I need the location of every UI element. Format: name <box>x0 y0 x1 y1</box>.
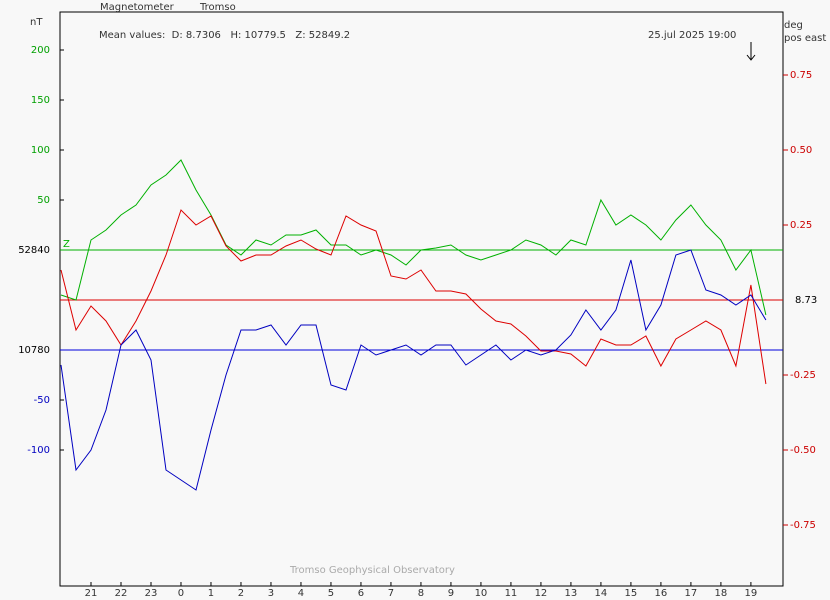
x-tick-label: 0 <box>178 588 184 599</box>
y2-tick-label: 0.25 <box>790 220 812 231</box>
series-line <box>60 249 767 491</box>
timestamp: 25.jul 2025 19:00 <box>648 30 736 41</box>
y2-tick-label: -0.75 <box>790 520 816 531</box>
y-axis-label: nT <box>30 17 43 28</box>
y2-tick-label: 0.75 <box>790 70 812 81</box>
y-tick-label: 200 <box>31 45 50 56</box>
x-tick-label: 8 <box>418 588 424 599</box>
x-tick-label: 15 <box>625 588 638 599</box>
x-tick-label: 7 <box>388 588 394 599</box>
y2-axis-label: deg <box>784 20 803 31</box>
x-tick-label: 23 <box>145 588 158 599</box>
y2-tick-label: 0.50 <box>790 145 812 156</box>
x-tick-label: 19 <box>745 588 758 599</box>
footer: Tromso Geophysical Observatory <box>289 565 455 576</box>
y-tick-label: 150 <box>31 95 50 106</box>
y-tick-label: 10780 <box>18 345 50 356</box>
x-tick-label: 17 <box>685 588 698 599</box>
x-tick-label: 4 <box>298 588 304 599</box>
x-tick-label: 2 <box>238 588 244 599</box>
x-tick-label: 18 <box>715 588 728 599</box>
y-tick-label: -100 <box>27 445 50 456</box>
time-arrow <box>746 42 756 61</box>
x-tick-label: 14 <box>595 588 608 599</box>
x-tick-label: 6 <box>358 588 364 599</box>
x-tick-label: 1 <box>208 588 214 599</box>
y2-axis-label: pos east <box>784 33 826 44</box>
y-tick-label: 100 <box>31 145 50 156</box>
x-tick-label: 3 <box>268 588 274 599</box>
y2-tick-label: -0.50 <box>790 445 816 456</box>
y-tick-label: -50 <box>34 395 50 406</box>
y-tick-label: 50 <box>37 195 50 206</box>
series-line <box>60 159 767 316</box>
x-tick-label: 9 <box>448 588 454 599</box>
x-tick-label: 22 <box>115 588 128 599</box>
x-tick-label: 10 <box>475 588 488 599</box>
x-tick-label: 13 <box>565 588 578 599</box>
y2-tick-label: 8.73 <box>795 295 817 306</box>
x-tick-label: 5 <box>328 588 334 599</box>
x-tick-label: 11 <box>505 588 518 599</box>
x-tick-label: 12 <box>535 588 548 599</box>
subtitle: Mean values: D: 8.7306 H: 10779.5 Z: 528… <box>99 30 350 41</box>
x-tick-label: 21 <box>85 588 98 599</box>
y-tick-label: 52840 <box>18 245 50 256</box>
chart-title: Magnetometer <box>100 2 175 13</box>
series-line <box>60 209 767 385</box>
station: Tromso <box>199 2 236 13</box>
plot-frame <box>59 11 784 587</box>
series-label: Z <box>63 239 70 250</box>
x-tick-label: 16 <box>655 588 668 599</box>
y2-tick-label: -0.25 <box>790 370 816 381</box>
